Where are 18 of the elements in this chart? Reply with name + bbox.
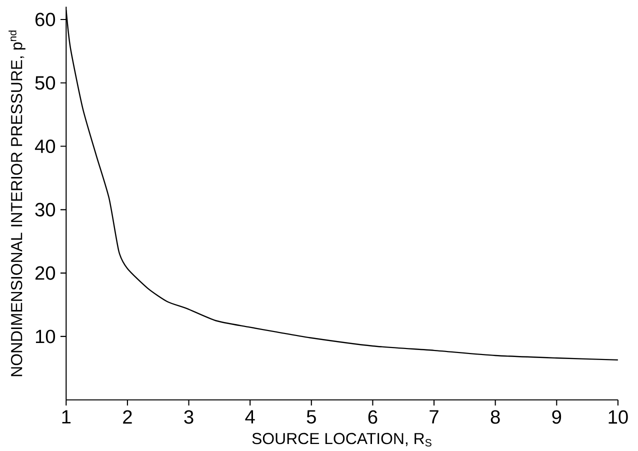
x-tick-label: 8	[490, 410, 500, 424]
y-tick-label: 20	[35, 266, 56, 280]
x-axis-title: SOURCE LOCATION, R$_{S}$	[252, 432, 432, 447]
x-tick-label: 3	[184, 410, 194, 424]
x-tick-label: 1	[62, 410, 71, 424]
x-tick-label: 5	[306, 410, 316, 424]
x-tick-label: 6	[368, 410, 378, 424]
x-tick-label: 2	[123, 410, 132, 424]
x-tick-label: 4	[245, 410, 255, 424]
y-tick-label: 60	[35, 12, 56, 26]
y-tick-label: 10	[36, 330, 56, 344]
y-axis-title: NONDIMENSIONAL INTERIOR PRESSURE, p$^{nd}$	[8, 30, 26, 376]
y-tick-label: 50	[35, 76, 56, 90]
y-tick-label: 40	[34, 140, 56, 154]
y-tick-label: 30	[35, 202, 56, 216]
x-tick-label: 7	[430, 410, 438, 424]
x-tick-label: 9	[552, 410, 562, 424]
x-tick-label: 10	[608, 410, 628, 424]
